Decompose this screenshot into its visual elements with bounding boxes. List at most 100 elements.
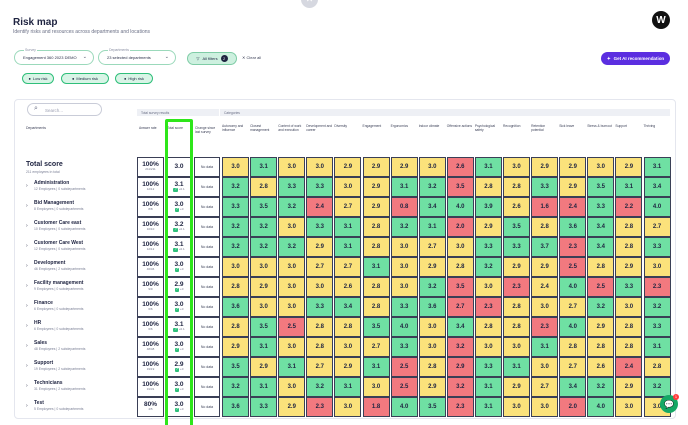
- category-score-cell[interactable]: 2.9: [418, 377, 446, 397]
- category-score-cell[interactable]: 3.7: [531, 237, 559, 257]
- category-header[interactable]: Content of work and execution: [278, 124, 302, 133]
- category-score-cell[interactable]: 2.8: [615, 217, 643, 237]
- total-score-cell[interactable]: 3.0 ↗ +0: [166, 257, 192, 277]
- high-risk-button[interactable]: ● High risk: [115, 73, 153, 84]
- category-score-cell[interactable]: 3.0: [250, 257, 278, 277]
- category-score-cell[interactable]: 2.9: [334, 157, 362, 177]
- ai-recommendation-button[interactable]: ✦ Get AI recommendation: [601, 52, 670, 65]
- category-score-cell[interactable]: 3.2: [222, 177, 250, 197]
- category-score-cell[interactable]: 2.8: [643, 357, 671, 377]
- category-score-cell[interactable]: 2.0: [446, 217, 474, 237]
- category-score-cell[interactable]: 3.2: [250, 237, 278, 257]
- category-score-cell[interactable]: 3.3: [306, 217, 334, 237]
- category-score-cell[interactable]: 2.9: [615, 257, 643, 277]
- category-score-cell[interactable]: 2.9: [559, 157, 587, 177]
- category-score-cell[interactable]: 2.9: [362, 157, 390, 177]
- category-score-cell[interactable]: 3.5: [418, 397, 446, 417]
- category-score-cell[interactable]: 3.0: [334, 397, 362, 417]
- category-score-cell[interactable]: 3.2: [446, 377, 474, 397]
- chevron-right-icon[interactable]: ›: [26, 343, 28, 349]
- category-score-cell[interactable]: 3.0: [615, 297, 643, 317]
- category-score-cell[interactable]: 2.9: [446, 357, 474, 377]
- category-header[interactable]: Diversity: [334, 124, 348, 128]
- category-header[interactable]: Indoor climate: [418, 124, 440, 128]
- category-score-cell[interactable]: 3.0: [503, 397, 531, 417]
- category-score-cell[interactable]: 3.2: [278, 237, 306, 257]
- category-header[interactable]: Sick leave: [559, 124, 575, 128]
- category-score-cell[interactable]: 3.2: [250, 217, 278, 237]
- survey-select[interactable]: Survey Engagement 360 2023 DEMO ⌄: [14, 48, 94, 65]
- category-score-cell[interactable]: 2.8: [503, 317, 531, 337]
- category-score-cell[interactable]: 3.5: [503, 217, 531, 237]
- category-score-cell[interactable]: 2.8: [362, 277, 390, 297]
- category-score-cell[interactable]: 3.3: [278, 177, 306, 197]
- category-score-cell[interactable]: 2.9: [559, 177, 587, 197]
- category-score-cell[interactable]: 2.8: [446, 257, 474, 277]
- category-score-cell[interactable]: 3.3: [615, 277, 643, 297]
- category-score-cell[interactable]: 2.9: [222, 337, 250, 357]
- category-score-cell[interactable]: 3.3: [531, 177, 559, 197]
- department-name[interactable]: Facility management: [34, 280, 84, 286]
- category-score-cell[interactable]: 3.2: [222, 217, 250, 237]
- category-score-cell[interactable]: 4.0: [559, 277, 587, 297]
- category-score-cell[interactable]: 3.0: [250, 297, 278, 317]
- department-name[interactable]: Bid Management: [34, 200, 75, 206]
- department-name[interactable]: Customer Care east: [34, 220, 82, 226]
- category-score-cell[interactable]: 2.4: [615, 357, 643, 377]
- close-icon[interactable]: ✕: [301, 0, 318, 8]
- category-score-cell[interactable]: 2.5: [390, 357, 418, 377]
- category-score-cell[interactable]: 3.5: [362, 317, 390, 337]
- category-score-cell[interactable]: 3.0: [531, 357, 559, 377]
- category-score-cell[interactable]: 3.1: [362, 357, 390, 377]
- department-name[interactable]: Administration: [34, 180, 70, 186]
- category-score-cell[interactable]: 3.2: [222, 377, 250, 397]
- category-score-cell[interactable]: 3.0: [418, 317, 446, 337]
- category-score-cell[interactable]: 2.4: [559, 197, 587, 217]
- category-header[interactable]: Support: [615, 124, 627, 128]
- category-score-cell[interactable]: 3.3: [250, 397, 278, 417]
- category-score-cell[interactable]: 1.8: [362, 397, 390, 417]
- category-score-cell[interactable]: 2.8: [615, 237, 643, 257]
- category-score-cell[interactable]: 2.9: [615, 377, 643, 397]
- category-score-cell[interactable]: 2.7: [531, 377, 559, 397]
- category-score-cell[interactable]: 2.7: [418, 237, 446, 257]
- total-score-cell[interactable]: 3.1 ↗ +0.1: [166, 237, 192, 257]
- chat-button[interactable]: 💬 1: [660, 394, 679, 413]
- category-score-cell[interactable]: 3.4: [587, 217, 615, 237]
- category-score-cell[interactable]: 3.2: [390, 217, 418, 237]
- category-score-cell[interactable]: 2.3: [306, 397, 334, 417]
- category-score-cell[interactable]: 2.8: [334, 317, 362, 337]
- category-score-cell[interactable]: 2.8: [503, 177, 531, 197]
- category-score-cell[interactable]: 2.9: [503, 257, 531, 277]
- chevron-right-icon[interactable]: ›: [26, 303, 28, 309]
- category-score-cell[interactable]: 3.1: [531, 337, 559, 357]
- chevron-right-icon[interactable]: ›: [26, 383, 28, 389]
- category-score-cell[interactable]: 2.9: [531, 257, 559, 277]
- category-score-cell[interactable]: 3.1: [334, 217, 362, 237]
- category-score-cell[interactable]: 4.0: [559, 317, 587, 337]
- category-score-cell[interactable]: 2.6: [334, 277, 362, 297]
- category-score-cell[interactable]: 3.3: [643, 237, 671, 257]
- category-score-cell[interactable]: 3.3: [306, 177, 334, 197]
- medium-risk-button[interactable]: ● Medium risk: [61, 73, 109, 84]
- category-score-cell[interactable]: 3.0: [474, 277, 502, 297]
- total-score-cell[interactable]: 3.0 ↗ +0: [166, 297, 192, 317]
- category-score-cell[interactable]: 2.3: [531, 317, 559, 337]
- category-score-cell[interactable]: 3.2: [587, 377, 615, 397]
- category-score-cell[interactable]: 3.1: [390, 177, 418, 197]
- category-score-cell[interactable]: 3.0: [503, 337, 531, 357]
- category-score-cell[interactable]: 3.1: [334, 237, 362, 257]
- department-name[interactable]: Customer Care West: [34, 240, 84, 246]
- total-score-cell[interactable]: 3.0 ↗ +0: [166, 337, 192, 357]
- category-score-cell[interactable]: 3.2: [643, 297, 671, 317]
- category-score-cell[interactable]: 3.1: [278, 357, 306, 377]
- total-score-cell[interactable]: 3.0 ↗ +0: [166, 197, 192, 217]
- category-score-cell[interactable]: 3.3: [390, 297, 418, 317]
- category-score-cell[interactable]: 3.0: [587, 157, 615, 177]
- total-score-cell[interactable]: 3.1 ↗ +0.1: [166, 317, 192, 337]
- category-score-cell[interactable]: 3.1: [474, 157, 502, 177]
- category-score-cell[interactable]: 2.9: [334, 357, 362, 377]
- category-score-cell[interactable]: 3.2: [418, 177, 446, 197]
- category-score-cell[interactable]: 3.2: [643, 377, 671, 397]
- category-header[interactable]: Autonomy and influence: [222, 124, 244, 133]
